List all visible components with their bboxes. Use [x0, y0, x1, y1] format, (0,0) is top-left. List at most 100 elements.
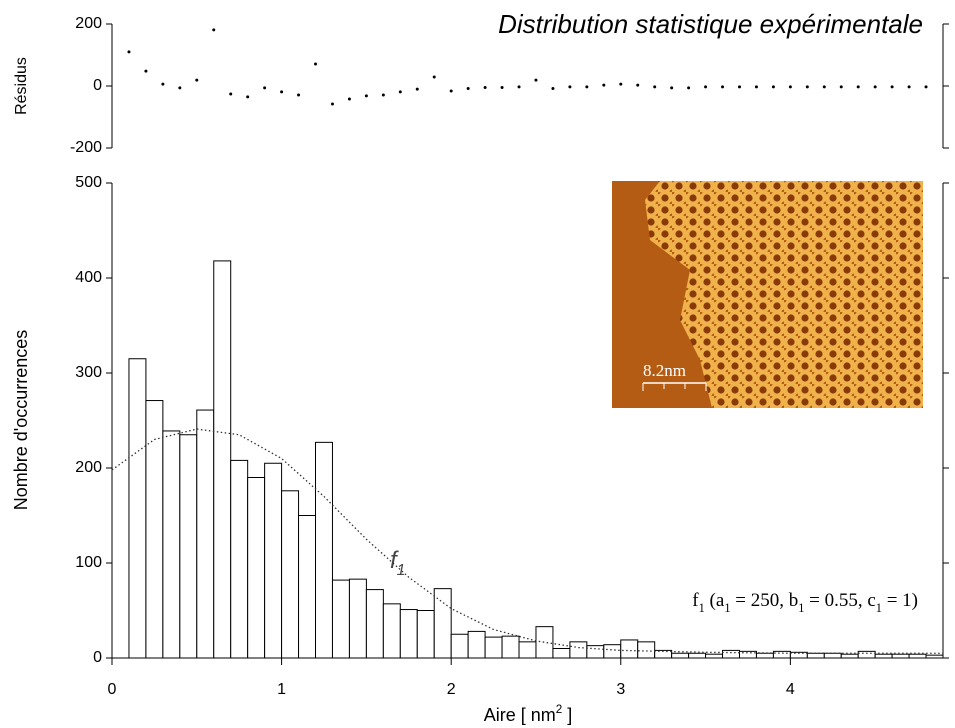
y-tick-label: 200 [75, 459, 102, 476]
x-axis-label: Aire [ nm2 ] [484, 703, 573, 725]
scale-bar-label: 8.2nm [643, 361, 686, 380]
bar [196, 409, 215, 659]
x-tick-label: 2 [447, 681, 456, 698]
residual-point [704, 85, 708, 89]
residual-point [653, 85, 657, 89]
bar [891, 653, 910, 659]
inset-image: 8.2nm [612, 181, 923, 408]
text-part: 1 [699, 601, 705, 615]
bar [315, 441, 333, 659]
residual-point [585, 85, 589, 89]
residual-tick-label: 0 [93, 77, 102, 94]
bar [365, 589, 384, 659]
bar [467, 630, 486, 659]
residual-point [263, 86, 267, 90]
bar [213, 260, 232, 659]
residual-point [449, 89, 453, 93]
residual-tick-label: 200 [75, 15, 102, 32]
residual-point [127, 50, 131, 54]
residual-point [364, 94, 368, 98]
text-part: 1 [876, 601, 882, 615]
bar [247, 477, 266, 659]
residual-point [551, 86, 555, 90]
bar [603, 644, 622, 659]
residual-point [754, 85, 758, 89]
text-part: 2 [556, 703, 563, 716]
bar [637, 641, 656, 659]
bar [705, 653, 724, 659]
residual-point [246, 95, 250, 99]
bar [925, 654, 944, 659]
residual-point [805, 85, 809, 89]
residual-point [161, 82, 165, 86]
bar [671, 652, 690, 659]
bar [552, 648, 571, 659]
residual-point [314, 62, 318, 66]
fit-label: f1 [390, 547, 405, 578]
residual-point [890, 85, 894, 89]
residual-point [856, 85, 860, 89]
y-tick-label: 400 [75, 269, 102, 286]
residual-point [737, 85, 741, 89]
residual-point [907, 85, 911, 89]
bar [722, 649, 740, 659]
text-part: 1 [724, 601, 730, 615]
y-tick-label: 500 [75, 174, 102, 191]
text-part: Aire [ nm [484, 705, 556, 725]
bar [433, 588, 452, 659]
bar [162, 430, 181, 659]
residual-point [415, 87, 419, 91]
y-tick-label: 300 [75, 364, 102, 381]
residual-point [873, 85, 877, 89]
bar [416, 610, 435, 659]
residual-point [500, 86, 504, 90]
residual-point [602, 83, 606, 87]
bar [399, 609, 418, 659]
bar [857, 650, 876, 659]
bar [518, 641, 537, 659]
bar [823, 652, 842, 659]
residual-point [297, 93, 301, 97]
residual-point [229, 92, 233, 96]
residual-point [517, 85, 521, 89]
y-tick-label: 100 [75, 554, 102, 571]
text-part: f [692, 590, 699, 611]
residual-point [568, 85, 572, 89]
fit-curve [111, 428, 943, 654]
residual-point [466, 86, 470, 90]
residual-point [636, 83, 640, 87]
bar [772, 650, 791, 659]
bar [450, 633, 469, 659]
bar [179, 434, 198, 659]
bar [298, 515, 317, 659]
x-tick-label: 0 [108, 681, 117, 698]
bar [755, 652, 774, 659]
bar [535, 626, 554, 659]
residual-point [687, 86, 691, 90]
bar [806, 652, 825, 659]
residual-point [534, 78, 538, 82]
bar [738, 650, 757, 659]
bar [348, 578, 367, 659]
bar [586, 645, 605, 659]
text-part: 1 [798, 601, 804, 615]
text-part: 1 [397, 562, 406, 579]
bar [264, 462, 283, 659]
residual-point [178, 86, 182, 90]
residual-point [347, 97, 351, 101]
text-part: = 1) [882, 590, 918, 611]
residual-point [212, 28, 216, 32]
fit-formula: f1 (a1 = 250, b1 = 0.55, c1 = 1) [692, 590, 918, 614]
residual-point [195, 78, 199, 82]
residual-point [381, 93, 385, 97]
bar [840, 653, 859, 659]
residual-point [771, 85, 775, 89]
bar [620, 639, 639, 659]
chart-title: Distribution statistique expérimentale [498, 9, 923, 39]
bar [569, 641, 588, 659]
residual-point [924, 85, 928, 89]
x-tick-label: 1 [277, 681, 286, 698]
y-tick-label: 0 [93, 649, 102, 666]
residual-tick-label: -200 [70, 139, 102, 156]
residual-point [839, 85, 843, 89]
